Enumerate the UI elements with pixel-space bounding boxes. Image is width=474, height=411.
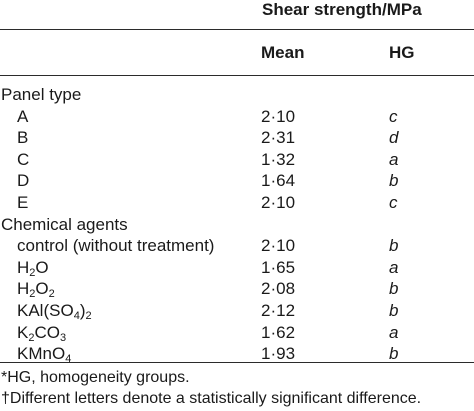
mean-value: 2·10 [261, 236, 296, 256]
formula-part: ) [79, 301, 86, 320]
hg-value: b [389, 171, 399, 191]
formula-part: O [35, 279, 49, 299]
section-row: Chemical agents [0, 214, 474, 236]
row-label: H2O [17, 257, 49, 279]
row-label: KAl(SO4)2 [17, 300, 92, 322]
formula-part: KAl(SO [17, 301, 74, 320]
mean-value: 2·31 [261, 128, 296, 148]
row-label: B [17, 128, 29, 148]
mean-value: 2·10 [261, 106, 296, 126]
table-row: B 2·31 d [0, 127, 474, 149]
formula-subscript: 2 [29, 288, 36, 301]
formula-subscript: 2 [48, 288, 55, 301]
table-row: KMnO4 1·93 b [0, 343, 474, 365]
formula-part: O [35, 257, 49, 277]
formula-subscript: 4 [73, 310, 80, 322]
hg-value: b [389, 279, 399, 299]
table-bottom-rule [0, 362, 474, 363]
row-label: control (without treatment) [17, 236, 215, 256]
header-hg: HG [389, 43, 415, 62]
mean-value: 2·12 [261, 301, 296, 320]
hg-value: a [389, 257, 399, 277]
formula-part: KMnO [17, 344, 66, 364]
table-row: KAl(SO4)2 2·12 b [0, 300, 474, 322]
header-bottom-rule [0, 75, 474, 76]
formula-subscript: 4 [65, 353, 72, 366]
formula-subscript: 3 [59, 331, 67, 344]
mean-value: 2·08 [261, 279, 296, 299]
table-row: E 2·10 c [0, 192, 474, 214]
mean-value: 2·10 [261, 193, 296, 212]
mean-value: 1·93 [261, 344, 296, 364]
hg-value: b [389, 344, 399, 364]
hg-value: a [389, 149, 399, 169]
formula-subscript: 2 [29, 266, 36, 279]
header-mean: Mean [261, 43, 305, 62]
hg-value: a [389, 322, 399, 342]
table-row: A 2·10 c [0, 106, 474, 128]
header-shear-strength: Shear strength/MPa [262, 0, 422, 19]
formula-part: CO [34, 322, 60, 342]
footnote-hg: *HG, homogeneity groups. [1, 369, 190, 386]
row-label: E [17, 193, 29, 212]
table-row: H2O2 2·08 b [0, 278, 474, 300]
section-row: Panel type [0, 84, 474, 106]
table-row: control (without treatment) 2·10 b [0, 235, 474, 257]
hg-value: b [389, 236, 399, 256]
formula-part: H [17, 279, 30, 299]
mean-value: 1·32 [261, 149, 296, 169]
hg-value: b [389, 301, 399, 320]
section-title: Chemical agents [1, 214, 128, 234]
row-label: C [17, 149, 30, 169]
table-row: C 1·32 a [0, 149, 474, 171]
formula-subscript: 2 [85, 310, 92, 322]
mean-value: 1·64 [261, 171, 296, 191]
footnote-significance: †Different letters denote a statisticall… [1, 390, 422, 407]
table-row: K2CO3 1·62 a [0, 322, 474, 344]
row-label: H2O2 [17, 278, 55, 300]
hg-value: c [389, 106, 398, 126]
mean-value: 1·62 [261, 322, 296, 342]
header-group-rule [0, 29, 474, 30]
row-label: D [17, 171, 30, 191]
mean-value: 1·65 [261, 257, 296, 277]
formula-subscript: 2 [28, 331, 35, 344]
row-label: KMnO4 [17, 343, 71, 365]
row-label: K2CO3 [17, 322, 66, 344]
formula-part: H [17, 257, 30, 277]
section-title: Panel type [1, 85, 82, 104]
row-label: A [17, 106, 29, 126]
hg-value: c [389, 193, 398, 212]
hg-value: d [389, 128, 399, 148]
formula-part: K [17, 322, 29, 342]
table-row: H2O 1·65 a [0, 257, 474, 279]
table-row: D 1·64 b [0, 170, 474, 192]
